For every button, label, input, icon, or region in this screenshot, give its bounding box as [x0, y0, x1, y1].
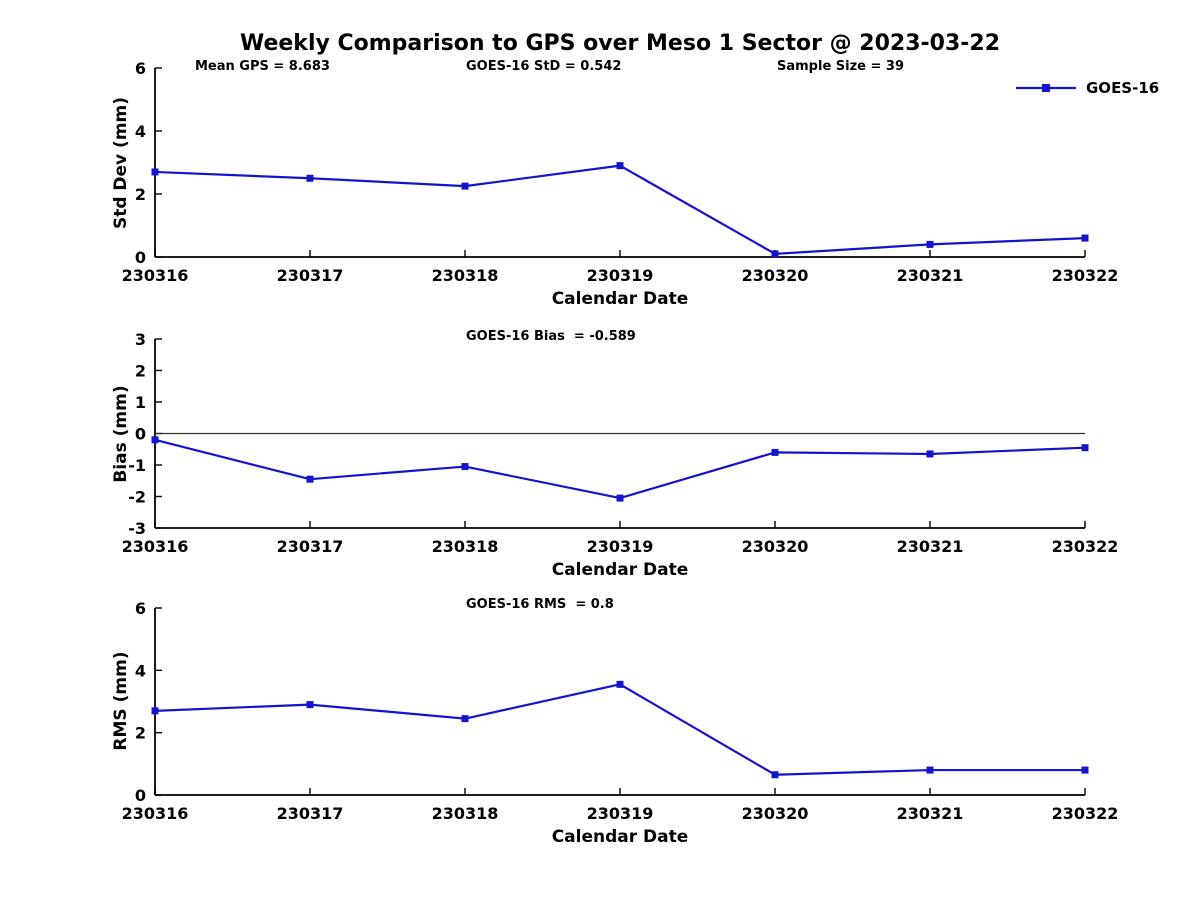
y-tick-label: 1 [135, 393, 146, 412]
y-tick-label: 0 [135, 248, 146, 267]
data-point-marker [1081, 444, 1089, 452]
y-tick-label: 3 [135, 330, 146, 349]
data-point-marker [151, 436, 159, 444]
legend-line-marker-icon [1016, 84, 1076, 92]
data-point-marker [461, 463, 469, 471]
y-axis-title-stddev: Std Dev (mm) [111, 96, 131, 230]
x-tick-label: 230321 [897, 266, 964, 285]
x-tick-label: 230317 [277, 266, 344, 285]
x-tick-label: 230319 [587, 266, 654, 285]
y-tick-label: 6 [135, 599, 146, 618]
y-tick-label: -1 [128, 456, 146, 475]
annotation-sample-size: Sample Size = 39 [777, 59, 905, 74]
y-tick-label: -2 [128, 488, 146, 507]
x-axis-title-stddev: Calendar Date [551, 289, 689, 309]
data-point-marker [1081, 234, 1089, 242]
x-tick-label: 230319 [587, 804, 654, 823]
data-point-marker [926, 240, 934, 248]
x-tick-label: 230321 [897, 537, 964, 556]
annotation-goes16-rms: GOES-16 RMS = 0.8 [466, 597, 614, 612]
data-point-marker [616, 162, 624, 170]
data-point-marker [306, 701, 314, 709]
annotation-mean-gps: Mean GPS = 8.683 [195, 59, 330, 74]
data-point-marker [771, 771, 779, 779]
legend: GOES-16 [1014, 79, 1159, 97]
figure-title: Weekly Comparison to GPS over Meso 1 Sec… [239, 31, 1001, 56]
data-point-marker [771, 448, 779, 456]
y-tick-label: 0 [135, 425, 146, 444]
data-point-marker [1081, 766, 1089, 774]
data-point-marker [771, 250, 779, 258]
annotation-goes16-std: GOES-16 StD = 0.542 [466, 59, 622, 74]
y-tick-label: 4 [135, 661, 146, 680]
y-tick-label: 2 [135, 724, 146, 743]
y-tick-label: 6 [135, 59, 146, 78]
data-point-marker [306, 475, 314, 483]
y-axis-title-rms: RMS (mm) [111, 651, 131, 751]
y-tick-label: 0 [135, 786, 146, 805]
x-tick-label: 230322 [1052, 804, 1119, 823]
x-tick-label: 230320 [742, 266, 809, 285]
data-point-marker [616, 680, 624, 688]
y-tick-label: 2 [135, 185, 146, 204]
annotation-goes16-bias: GOES-16 Bias = -0.589 [466, 329, 636, 344]
x-tick-label: 230316 [122, 537, 189, 556]
x-tick-label: 230320 [742, 804, 809, 823]
x-tick-label: 230322 [1052, 266, 1119, 285]
x-tick-label: 230316 [122, 804, 189, 823]
data-point-marker [616, 494, 624, 502]
data-point-marker [306, 174, 314, 182]
x-tick-label: 230316 [122, 266, 189, 285]
x-tick-label: 230319 [587, 537, 654, 556]
x-tick-label: 230320 [742, 537, 809, 556]
series-line [154, 683, 1085, 776]
x-tick-label: 230317 [277, 804, 344, 823]
x-tick-label: 230318 [432, 804, 499, 823]
y-tick-label: -3 [128, 519, 146, 538]
x-tick-label: 230318 [432, 537, 499, 556]
x-axis-title-bias: Calendar Date [551, 560, 689, 580]
series-line [154, 164, 1086, 255]
data-point-marker [151, 707, 159, 715]
data-point-marker [926, 450, 934, 458]
data-point-marker [151, 168, 159, 176]
x-tick-label: 230322 [1052, 537, 1119, 556]
data-point-marker [461, 182, 469, 190]
data-point-marker [926, 766, 934, 774]
y-tick-label: 2 [135, 362, 146, 381]
x-tick-label: 230321 [897, 804, 964, 823]
data-point-marker [461, 715, 469, 723]
legend-label: GOES-16 [1086, 79, 1160, 97]
x-tick-label: 230318 [432, 266, 499, 285]
series-line [154, 438, 1086, 500]
y-axis-title-bias: Bias (mm) [111, 385, 131, 483]
x-tick-label: 230317 [277, 537, 344, 556]
x-axis-title-rms: Calendar Date [551, 827, 689, 847]
y-tick-label: 4 [135, 122, 146, 141]
